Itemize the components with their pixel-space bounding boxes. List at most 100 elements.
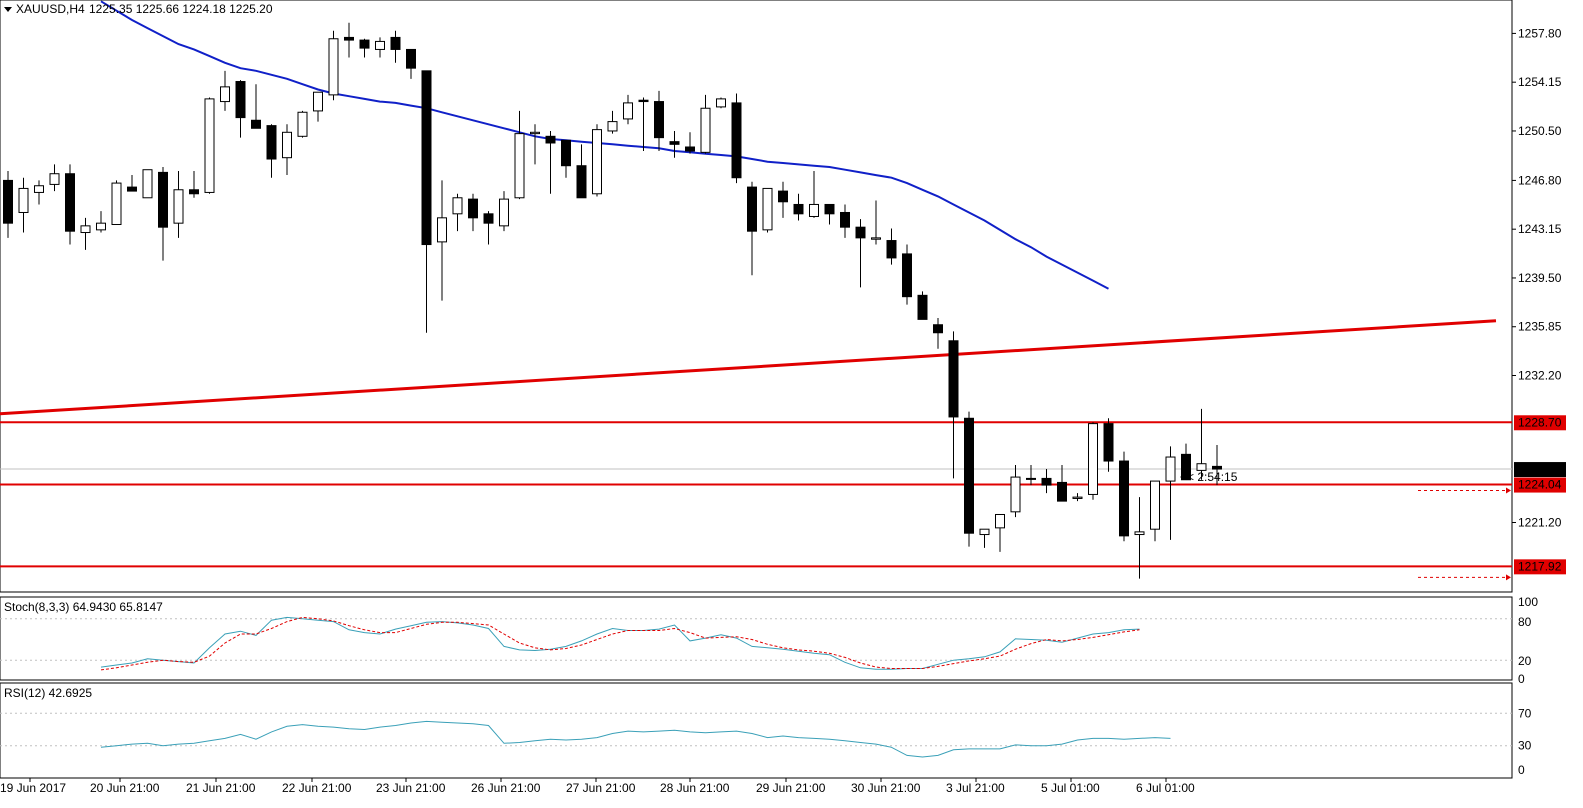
time-label: 28 Jun 21:00 <box>660 781 730 795</box>
candle-body <box>654 101 664 139</box>
candle-body <box>514 133 525 199</box>
candle <box>778 181 788 218</box>
candle-body <box>251 119 261 129</box>
candle <box>576 144 587 199</box>
candle <box>173 171 184 238</box>
candle-body <box>1165 456 1176 482</box>
candle-body <box>49 173 60 185</box>
candle <box>1212 445 1222 486</box>
candle <box>638 97 649 152</box>
candle <box>483 211 494 245</box>
candle-body <box>1134 531 1145 536</box>
current-price-tag-bg <box>1514 462 1566 478</box>
time-label: 6 Jul 01:00 <box>1136 781 1195 795</box>
arrow-icon <box>1506 487 1511 494</box>
candle-body <box>437 217 447 243</box>
candle-body <box>1072 496 1083 499</box>
candle <box>1057 465 1067 502</box>
candle-body <box>623 102 633 120</box>
trendline <box>0 319 1497 416</box>
candle-body <box>716 98 726 108</box>
countdown-timer: << 2:54:15 <box>1180 470 1238 484</box>
candle-body <box>406 48 416 69</box>
candle <box>313 91 323 122</box>
rsi-title: RSI(12) 42.6925 <box>4 686 92 700</box>
candle <box>964 411 974 547</box>
candle-body <box>452 197 463 215</box>
candle-body <box>824 203 835 215</box>
candle <box>158 167 168 261</box>
candle-body <box>483 213 494 224</box>
candle <box>855 219 866 288</box>
time-label: 22 Jun 21:00 <box>282 781 352 795</box>
candle <box>3 171 13 238</box>
rsi-axis-label: 0 <box>1518 763 1525 777</box>
candle-body <box>1026 477 1036 480</box>
candle-body <box>762 187 773 231</box>
candle <box>375 37 385 58</box>
candle-body <box>18 187 29 213</box>
candle <box>65 164 75 245</box>
candle-body <box>111 182 122 226</box>
candle <box>1072 493 1083 502</box>
candle <box>809 171 819 218</box>
candle <box>328 30 339 101</box>
candle-body <box>793 203 804 215</box>
candle <box>1134 497 1145 579</box>
candle <box>948 331 959 479</box>
ma-series <box>100 0 1109 290</box>
candle <box>1119 451 1129 542</box>
candle <box>731 93 742 184</box>
candle-body <box>530 131 540 135</box>
price-tag-bg <box>1514 477 1566 493</box>
candle <box>282 124 292 176</box>
candle-body <box>995 513 1005 529</box>
candle <box>762 187 773 233</box>
candle-body <box>1212 465 1222 470</box>
candle-body <box>1150 480 1160 530</box>
candle <box>685 132 695 154</box>
candle <box>189 171 199 198</box>
price-tick-label: 1243.15 <box>1518 222 1562 236</box>
time-label: 26 Jun 21:00 <box>471 781 541 795</box>
candle <box>840 204 850 238</box>
candle <box>623 94 633 125</box>
time-label: 21 Jun 21:00 <box>186 781 256 795</box>
candle <box>824 203 835 225</box>
stoch-axis-label: 20 <box>1518 654 1532 668</box>
candle <box>1041 469 1052 494</box>
candle <box>499 191 509 232</box>
candle-body <box>747 186 757 232</box>
candle <box>902 244 912 305</box>
candle-body <box>34 185 44 193</box>
candle <box>871 200 881 245</box>
candle-body <box>545 135 556 144</box>
time-label: 27 Jun 21:00 <box>566 781 636 795</box>
price-tag-bg <box>1514 415 1566 431</box>
candle <box>344 22 354 58</box>
candle-body <box>592 129 602 195</box>
candle-body <box>142 169 153 199</box>
candle-body <box>855 226 866 239</box>
candle <box>561 139 571 178</box>
candle <box>468 193 478 232</box>
candle <box>220 70 230 111</box>
candle-body <box>344 36 354 41</box>
candle-body <box>871 237 881 240</box>
candle-body <box>886 240 897 259</box>
time-label: 23 Jun 21:00 <box>376 781 446 795</box>
stoch-panel <box>0 596 1513 681</box>
rsi-axis-label: 30 <box>1518 739 1532 753</box>
candle <box>204 97 215 194</box>
candle <box>995 513 1005 552</box>
candle-body <box>638 99 649 103</box>
time-label: 30 Jun 21:00 <box>851 781 921 795</box>
stoch-title: Stoch(8,3,3) 64.9430 65.8147 <box>4 600 163 614</box>
candle <box>654 90 664 152</box>
candle-body <box>840 211 850 228</box>
stoch-axis-label: 80 <box>1518 615 1532 629</box>
rsi-line <box>100 720 1171 758</box>
candle <box>607 110 618 134</box>
candle-body <box>979 528 990 536</box>
